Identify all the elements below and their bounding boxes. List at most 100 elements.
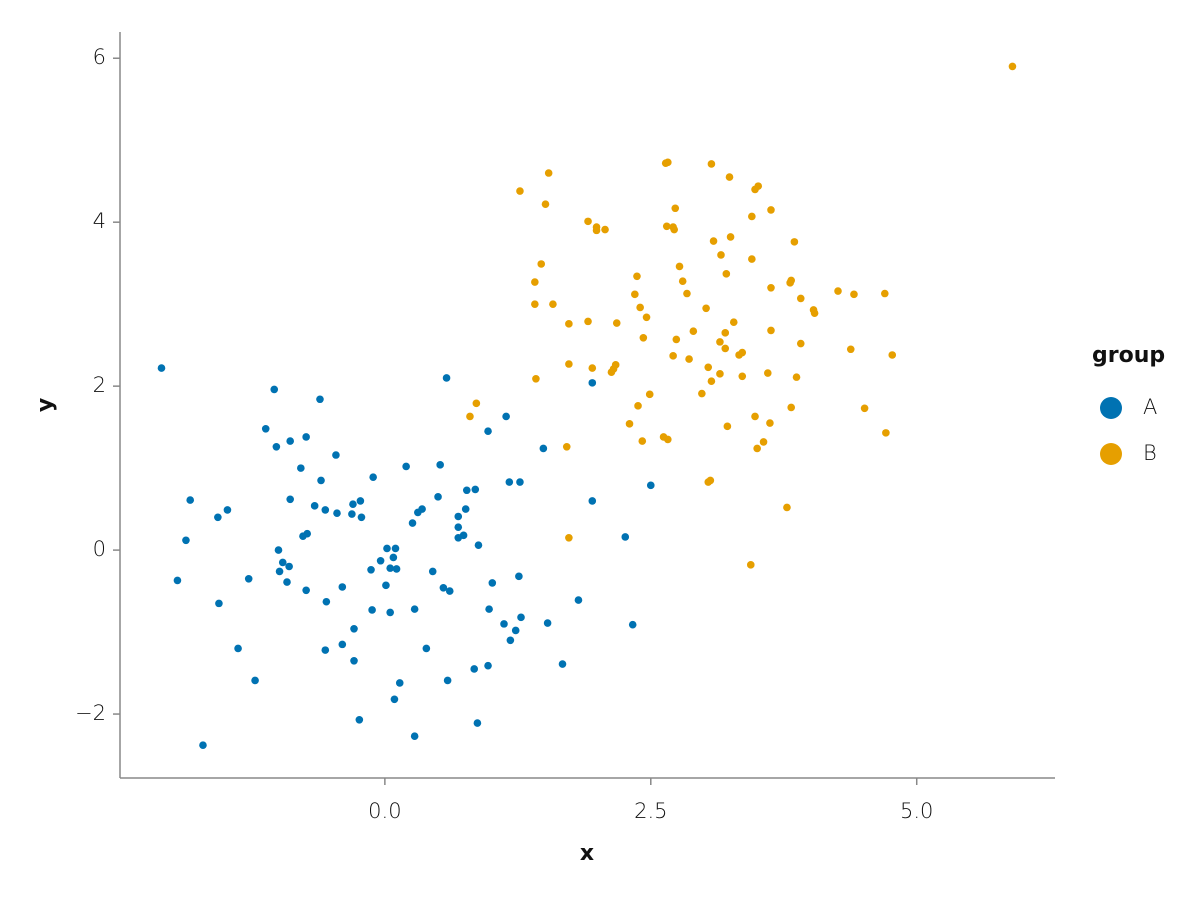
point [338,583,347,591]
y-tick-label: 4 [93,209,106,233]
point [562,443,571,451]
point [244,574,253,583]
point [636,303,644,312]
point [634,402,642,410]
point [537,260,546,268]
point [505,478,514,486]
point [275,567,284,576]
point [543,619,552,627]
point [422,644,431,653]
point [349,500,357,508]
legend-title: group [1092,343,1165,368]
point [642,313,651,322]
point [882,429,890,437]
point [888,351,897,359]
point [461,505,470,513]
point [767,206,775,214]
point [367,565,375,574]
point [357,513,366,522]
point [286,437,294,445]
point [716,370,724,378]
y-tick-label: 2 [93,373,106,397]
point [376,556,385,565]
point [709,237,718,245]
point [454,523,463,531]
point [488,579,497,587]
point [484,661,492,670]
point [539,444,548,453]
x-tick-label: 0.0 [368,799,401,823]
point [722,270,731,278]
point [531,278,539,286]
point [628,620,637,629]
point [725,173,734,181]
point [544,169,553,177]
point [707,160,716,168]
point [445,587,454,595]
point [721,329,730,337]
point [302,586,310,595]
point [790,238,799,246]
point [532,374,540,383]
point [541,200,550,208]
point [391,544,400,553]
point [565,320,573,328]
point [408,519,417,527]
point [395,679,404,687]
point [850,290,858,299]
point [584,217,592,226]
point [707,377,716,386]
x-tick-label: 5.0 [900,799,933,823]
point [675,262,684,271]
point [511,626,520,635]
point [466,412,474,421]
point [474,541,483,549]
point [748,212,756,221]
point [392,565,401,573]
point [215,599,223,608]
point [316,395,324,404]
point [402,462,410,471]
point [860,404,869,413]
point [302,433,310,441]
point [389,553,398,562]
point [748,255,756,263]
point [332,451,340,459]
x-axis-title: x [580,841,594,866]
point [669,352,677,360]
point [350,625,358,633]
point [473,719,482,727]
point [689,327,698,336]
point [721,344,730,353]
legend-label: B [1143,441,1157,465]
point [506,636,515,645]
point [625,420,634,428]
point [759,438,768,446]
point [356,497,365,505]
point [414,508,422,517]
point [729,318,738,327]
legend-swatch [1100,397,1122,419]
point [664,435,672,444]
point [723,422,732,431]
point [348,510,356,518]
point [662,222,671,231]
point [310,502,319,510]
point [322,597,331,606]
y-axis-title: y [33,398,58,412]
y-tick-label: 0 [93,537,106,561]
point [500,620,508,628]
point [574,596,583,604]
point [439,584,448,592]
point [274,546,283,554]
point [270,385,279,394]
point [173,576,182,585]
y-tick-label: 6 [93,45,106,69]
point [443,676,452,685]
point [810,309,819,317]
point [459,531,468,540]
point [751,412,759,421]
point [796,339,805,348]
point [631,290,639,299]
point [297,464,305,472]
